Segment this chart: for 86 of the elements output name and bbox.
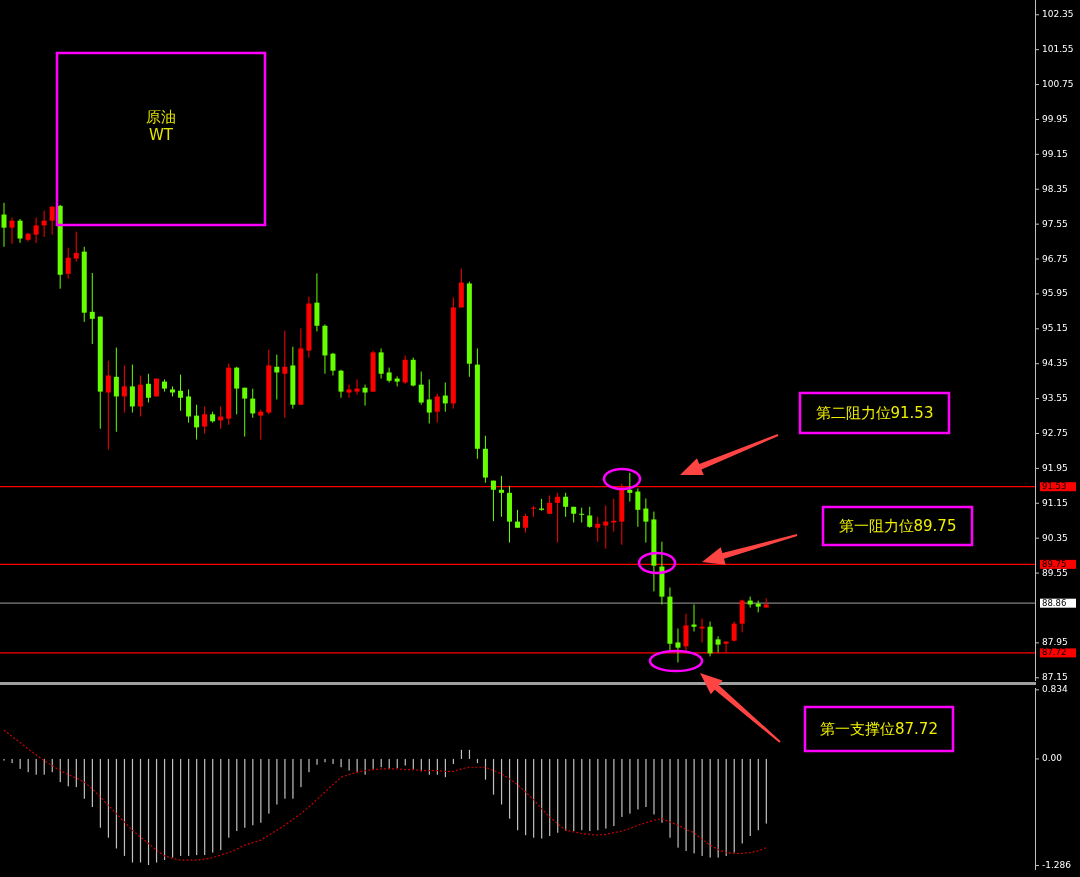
y-tick-label: 102.35	[1042, 9, 1074, 20]
ref-line-label: 88.86	[1042, 597, 1067, 608]
candlestick	[330, 352, 336, 376]
y-tick-label: 97.55	[1042, 218, 1068, 229]
y-tick-label: 95.95	[1042, 288, 1068, 299]
y-tick-label: 100.75	[1042, 79, 1074, 90]
candlestick	[418, 371, 424, 406]
y-tick-label: 0.00	[1042, 753, 1063, 764]
y-tick-label: 91.15	[1042, 497, 1068, 508]
candlestick	[691, 603, 697, 633]
candlestick	[402, 354, 408, 385]
y-tick-label: 96.75	[1042, 253, 1068, 264]
candlestick	[739, 599, 745, 633]
candlestick	[346, 384, 352, 399]
ref-line-label: 87.72	[1042, 647, 1067, 658]
candlestick	[627, 472, 633, 503]
candlestick	[186, 388, 192, 424]
candlestick	[587, 506, 593, 529]
candlestick	[442, 381, 448, 413]
candlestick	[49, 205, 55, 236]
y-tick-label: 87.15	[1042, 672, 1068, 683]
candlestick	[490, 480, 496, 522]
y-tick-label: 94.35	[1042, 358, 1068, 369]
candlestick	[378, 347, 384, 380]
annotation: 第一阻力位89.75	[838, 516, 957, 535]
candlestick	[635, 487, 641, 528]
candlestick	[129, 364, 135, 414]
candlestick	[362, 384, 368, 407]
candlestick	[683, 613, 689, 653]
candlestick	[523, 513, 529, 534]
y-tick-label: 90.35	[1042, 532, 1068, 543]
candlestick	[547, 494, 553, 515]
y-tick-label: 87.95	[1042, 637, 1068, 648]
candlestick	[434, 393, 440, 424]
y-tick-label: 95.15	[1042, 323, 1068, 334]
candlestick	[73, 231, 79, 263]
candlestick	[595, 516, 601, 543]
candlestick	[105, 360, 111, 451]
candlestick	[354, 378, 360, 396]
y-tick-label: 93.55	[1042, 393, 1068, 404]
candlestick	[731, 621, 737, 643]
line-series	[3, 729, 767, 861]
candlestick	[9, 217, 15, 245]
y-tick-label: 0.834	[1042, 684, 1069, 695]
y-tick-label: 92.75	[1042, 428, 1068, 439]
candlestick	[643, 498, 649, 544]
candlestick	[234, 366, 240, 415]
candlestick	[89, 272, 95, 345]
candlestick	[218, 405, 224, 430]
candlestick	[314, 272, 320, 332]
candlestick	[194, 404, 200, 441]
y-tick-label: -1.286	[1042, 860, 1072, 871]
annotation: 原油 WT	[146, 107, 176, 144]
candlestick	[498, 475, 504, 518]
y-tick-label: 89.55	[1042, 567, 1068, 578]
candlestick	[426, 378, 432, 424]
candlestick	[282, 330, 288, 419]
y-tick-label: 98.35	[1042, 183, 1068, 194]
candlestick	[675, 627, 681, 663]
candlestick	[113, 347, 119, 433]
candlestick	[338, 369, 344, 399]
candlestick	[137, 375, 143, 417]
candlestick	[145, 373, 151, 404]
y-tick-label: 101.55	[1042, 44, 1074, 55]
candlestick	[242, 387, 248, 438]
y-tick-label: 99.95	[1042, 113, 1068, 124]
ref-line-label: 89.75	[1042, 558, 1067, 569]
candlestick	[531, 505, 537, 518]
annotation: 第一支撑位87.72	[820, 719, 938, 738]
ref-line-label: 91.53	[1042, 481, 1067, 492]
candlestick	[202, 405, 208, 435]
candlestick	[65, 247, 71, 280]
candlestick	[603, 504, 609, 550]
candlestick	[555, 492, 561, 544]
candlestick	[563, 492, 569, 518]
candlestick	[250, 388, 256, 419]
candlestick	[1, 202, 7, 248]
candlestick	[33, 217, 39, 244]
candlestick	[17, 218, 23, 244]
y-tick-label: 91.95	[1042, 462, 1068, 473]
y-tick-label: 99.15	[1042, 148, 1068, 159]
annotation: 第二阻力位91.53	[815, 403, 934, 422]
candlestick	[258, 409, 264, 441]
candlestick	[178, 374, 184, 412]
candlestick	[715, 635, 721, 653]
candlestick	[121, 364, 127, 414]
